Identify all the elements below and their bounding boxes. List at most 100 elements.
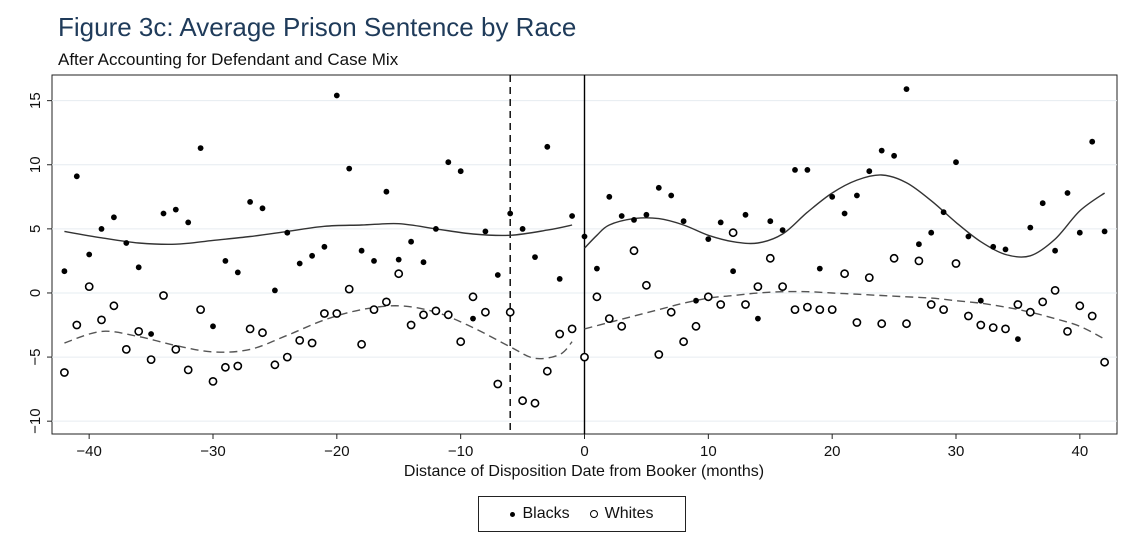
point-blacks <box>197 145 204 152</box>
point-blacks <box>878 147 885 154</box>
point-blacks <box>1039 200 1046 207</box>
point-whites <box>431 306 441 316</box>
point-blacks <box>395 256 402 263</box>
point-blacks <box>420 259 427 266</box>
axes: −10 −5 0 5 10 15 −40 −30 −20 −10 0 10 20 30 40 <box>27 92 1088 460</box>
point-blacks <box>123 240 130 246</box>
y-tick-label: −5 <box>27 349 44 366</box>
point-blacks <box>358 247 365 254</box>
point-whites <box>1063 326 1072 336</box>
point-whites <box>604 314 614 323</box>
point-blacks <box>408 238 414 245</box>
point-blacks <box>1064 190 1071 196</box>
point-whites <box>72 320 82 330</box>
point-blacks <box>1101 228 1108 235</box>
point-whites <box>146 355 156 364</box>
point-blacks <box>507 210 514 217</box>
point-whites <box>914 256 924 266</box>
point-whites <box>480 307 490 317</box>
point-blacks <box>247 199 254 205</box>
x-tick-label: 20 <box>824 443 841 460</box>
legend-label-blacks: Blacks <box>522 505 570 522</box>
point-blacks <box>321 243 328 250</box>
legend-label-whites: Whites <box>604 505 654 522</box>
point-whites <box>1075 301 1085 311</box>
point-whites <box>171 344 181 354</box>
point-blacks <box>928 229 935 236</box>
point-blacks <box>234 269 241 276</box>
point-blacks <box>1076 229 1083 236</box>
point-blacks <box>160 210 167 217</box>
legend-item-blacks: Blacks <box>510 505 570 523</box>
point-blacks <box>631 217 637 223</box>
point-blacks <box>470 315 476 322</box>
point-blacks <box>135 264 142 271</box>
point-blacks <box>457 168 464 175</box>
point-blacks <box>705 236 712 243</box>
point-whites <box>233 361 243 371</box>
point-whites <box>629 246 639 256</box>
point-blacks <box>643 211 650 218</box>
point-whites <box>295 335 305 345</box>
point-blacks <box>433 226 439 232</box>
point-whites <box>691 321 701 331</box>
point-blacks <box>965 233 972 240</box>
point-blacks <box>185 219 192 226</box>
reference-lines <box>509 75 586 434</box>
point-blacks <box>730 268 736 275</box>
y-tick-label: 0 <box>27 289 44 297</box>
point-whites <box>617 321 627 331</box>
point-blacks <box>222 258 229 264</box>
point-whites <box>270 360 280 370</box>
fit-line-whites <box>584 290 1105 340</box>
point-whites <box>97 315 106 325</box>
point-whites <box>567 324 577 334</box>
point-whites <box>815 305 825 314</box>
point-blacks <box>866 168 873 175</box>
point-blacks <box>333 92 340 99</box>
point-whites <box>790 305 800 314</box>
point-whites <box>852 318 862 327</box>
point-whites <box>1025 307 1035 317</box>
x-tick-label: −20 <box>324 443 349 460</box>
point-blacks <box>544 143 551 150</box>
point-whites <box>642 280 651 290</box>
chart-title: Figure 3c: Average Prison Sentence by Ra… <box>58 12 577 42</box>
point-whites <box>456 337 466 347</box>
y-tick-label: 10 <box>27 156 44 173</box>
point-blacks <box>903 86 910 92</box>
point-blacks <box>1015 336 1021 342</box>
x-tick-label: 10 <box>700 443 717 460</box>
point-whites <box>716 300 726 309</box>
point-blacks <box>111 214 117 221</box>
point-blacks <box>482 228 489 235</box>
point-whites <box>753 282 763 291</box>
y-tick-label: −10 <box>27 408 44 433</box>
x-axis-label: Distance of Disposition Date from Booker… <box>404 463 764 480</box>
point-blacks <box>1002 246 1009 253</box>
point-whites <box>406 320 416 330</box>
point-blacks <box>829 193 836 200</box>
point-whites <box>580 352 589 362</box>
point-blacks <box>990 243 997 250</box>
point-whites <box>939 305 948 314</box>
legend-item-whites: Whites <box>589 505 654 523</box>
y-tick-label: 5 <box>27 225 44 233</box>
point-blacks <box>1052 247 1058 254</box>
point-blacks <box>86 251 93 258</box>
point-whites <box>134 326 144 336</box>
point-whites <box>159 291 168 300</box>
point-whites <box>976 320 986 330</box>
point-whites <box>183 365 193 375</box>
point-blacks <box>977 297 984 304</box>
point-whites <box>703 292 713 302</box>
point-blacks <box>172 206 179 213</box>
point-blacks <box>272 287 278 294</box>
point-blacks <box>61 268 68 275</box>
point-blacks <box>779 227 786 234</box>
point-whites <box>951 259 961 268</box>
point-whites <box>84 282 94 291</box>
point-whites <box>196 305 205 314</box>
point-blacks <box>1089 138 1096 145</box>
point-whites <box>60 368 69 377</box>
